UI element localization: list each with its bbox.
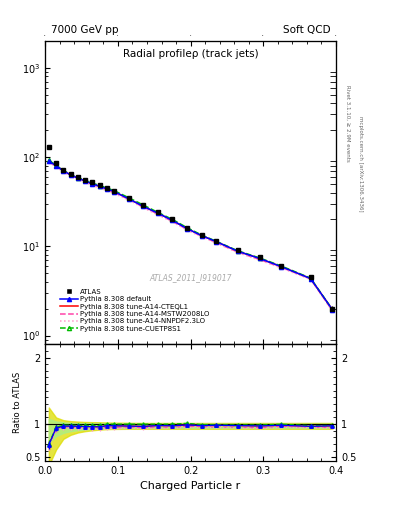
Text: Soft QCD: Soft QCD	[283, 25, 330, 35]
Text: 7000 GeV pp: 7000 GeV pp	[51, 25, 119, 35]
Legend: ATLAS, Pythia 8.308 default, Pythia 8.308 tune-A14-CTEQL1, Pythia 8.308 tune-A14: ATLAS, Pythia 8.308 default, Pythia 8.30…	[57, 286, 213, 335]
X-axis label: Charged Particle r: Charged Particle r	[140, 481, 241, 491]
Y-axis label: Ratio to ATLAS: Ratio to ATLAS	[13, 372, 22, 433]
Text: mcplots.cern.ch [arXiv:1306.3436]: mcplots.cern.ch [arXiv:1306.3436]	[358, 116, 363, 211]
Text: ATLAS_2011_I919017: ATLAS_2011_I919017	[149, 273, 232, 282]
Text: Radial profileρ (track jets): Radial profileρ (track jets)	[123, 49, 259, 58]
Text: Rivet 3.1.10, ≥ 2.9M events: Rivet 3.1.10, ≥ 2.9M events	[345, 84, 350, 161]
